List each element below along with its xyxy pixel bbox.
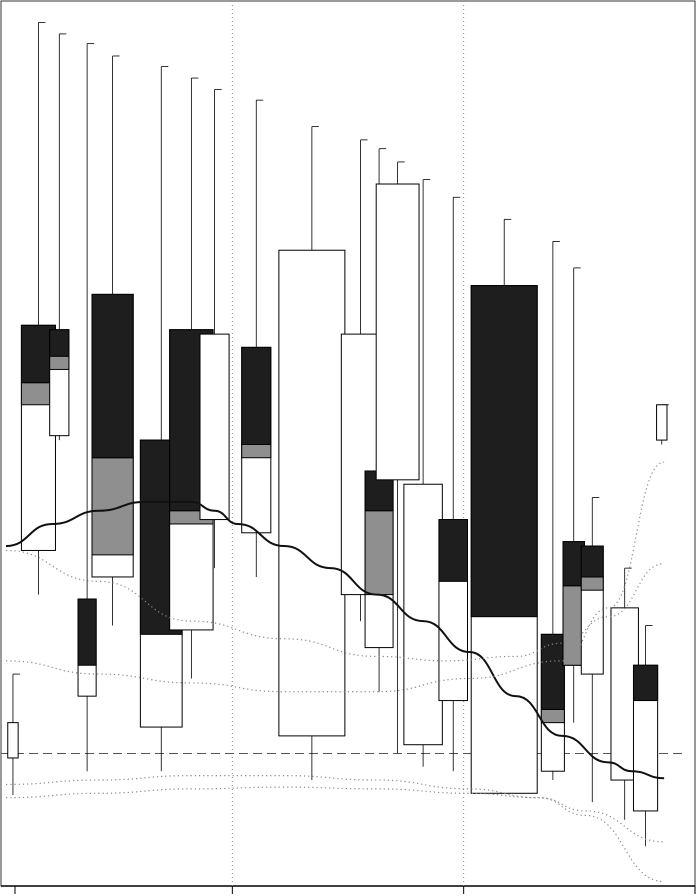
candle [77, 43, 97, 772]
band-line [5, 775, 665, 843]
candle [199, 89, 230, 569]
candle-body [7, 722, 19, 759]
candle-body [403, 483, 443, 746]
candle-body-dark [470, 285, 538, 618]
candle [241, 99, 272, 577]
candle [656, 404, 669, 445]
candle-body-dark [540, 633, 565, 710]
candle-body-mid [241, 444, 272, 459]
band-line [5, 549, 665, 662]
candle [580, 497, 604, 803]
candle-body-mid [49, 355, 70, 370]
candle [540, 241, 565, 781]
candle-body [375, 183, 420, 481]
candle-body-mid [580, 576, 604, 591]
candle-body-dark [438, 519, 469, 582]
candle [375, 161, 420, 754]
candle-body-dark [49, 329, 70, 357]
trend-line [5, 500, 665, 780]
line-series [5, 461, 665, 883]
candle-body [278, 249, 346, 737]
candle-series [7, 22, 669, 847]
candle-body [656, 404, 668, 441]
candle-body-mid [364, 510, 394, 596]
candle-body-dark [91, 293, 134, 459]
candle [20, 22, 56, 595]
candle [403, 179, 443, 767]
candle-body-dark [77, 598, 97, 666]
band-line [5, 786, 665, 883]
candle-body-dark [632, 664, 659, 702]
candle-body-mid [540, 708, 565, 724]
candle [438, 196, 469, 772]
candle [470, 218, 538, 794]
candle [562, 267, 585, 723]
candle-body-dark [241, 346, 272, 445]
candle [7, 673, 20, 796]
candle [278, 126, 346, 781]
candle-body [199, 333, 230, 521]
candle [91, 55, 134, 626]
candle-body-mid [91, 457, 134, 556]
candle-body-dark [580, 545, 604, 578]
candle [49, 33, 70, 441]
candle [632, 625, 659, 847]
